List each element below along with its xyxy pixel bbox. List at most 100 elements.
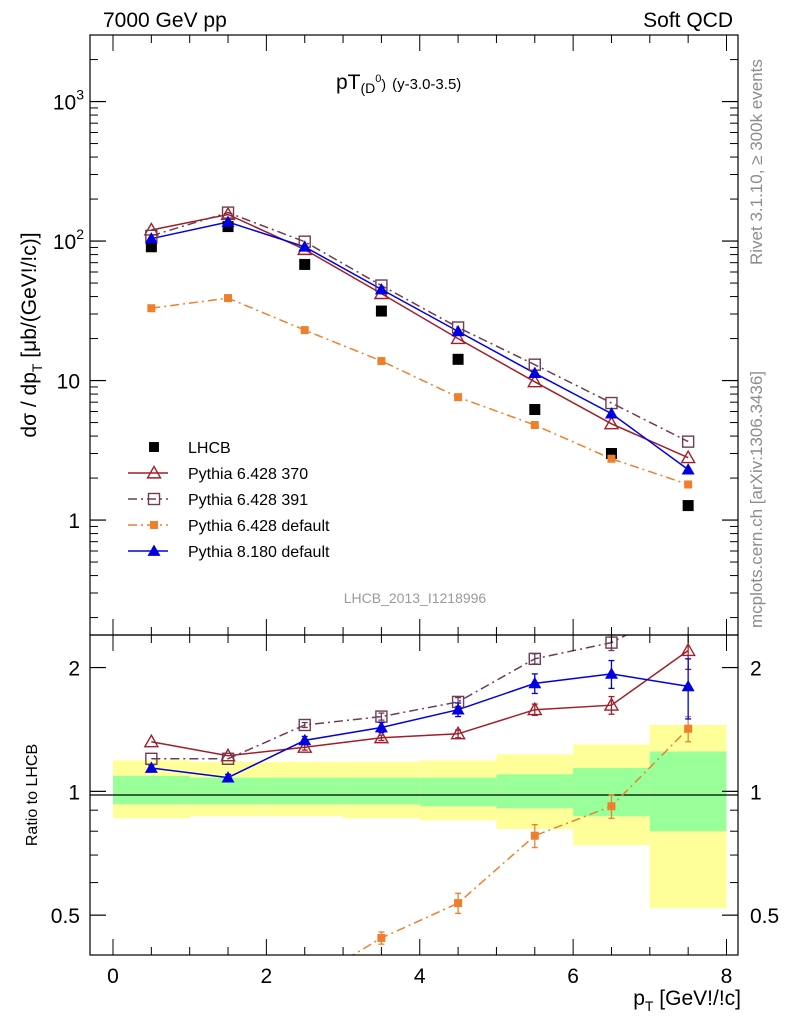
legend-marker-4: [147, 544, 161, 556]
series-4-point-7: [681, 463, 695, 475]
xtick-label-2: 4: [414, 965, 426, 988]
series-1-point-4: [450, 330, 466, 345]
series-3-point-2: [300, 326, 309, 335]
series-0-point-0: [145, 241, 157, 253]
legend-marker-1: [146, 465, 162, 479]
ratio-0-point-4: [450, 725, 466, 740]
series-3-point-5: [530, 421, 539, 430]
series-0-point-3: [375, 305, 387, 317]
ratio-0-point-7: [680, 642, 696, 657]
ratio-xlabel: pT [GeV!/!c]: [633, 987, 741, 1014]
ratio-plot-panel: 0.5 0.5 1 1 2 2 0 2 4 6 8 Ratio to LHCB pT [GeV!/!…: [24, 634, 779, 1014]
ratio-plot-frame: [89, 634, 739, 956]
series-4-point-3: [374, 282, 388, 295]
ratio-3-point-3: [374, 720, 388, 733]
plot-title: pT(D0) (y-3.0-3.5): [336, 71, 461, 96]
ratio-2-point-7: [684, 724, 693, 733]
series-3-point-1: [224, 294, 233, 303]
main-ytick-label-2: 102: [53, 226, 84, 254]
series-3-point-6: [607, 454, 616, 463]
legend-marker-2: [147, 492, 161, 506]
analysis-watermark: LHCB_2013_I1218996: [344, 590, 487, 606]
series-1-point-7: [680, 449, 696, 464]
series-0-point-4: [452, 353, 464, 365]
legend-marker-3: [150, 521, 158, 529]
ratio-line-3: [151, 673, 689, 779]
series-line-1: [151, 213, 689, 459]
ratio-ytick-label-right-2: 2: [750, 658, 762, 681]
ratio-2-point-2: [301, 980, 309, 988]
ratio-axes: 0.5 0.5 1 1 2 2 0 2 4 6 8: [51, 635, 779, 988]
series-0-point-7: [682, 500, 694, 512]
ratio-3-point-1: [221, 771, 235, 783]
ratio-3-point-7: [681, 679, 695, 692]
plot-title-sup: 0: [375, 73, 381, 85]
xtick-label-3: 6: [567, 965, 579, 988]
series-0-point-6: [605, 448, 617, 460]
legend-label-0: LHCB: [188, 440, 231, 457]
main-ylabel-sub: T: [29, 363, 45, 372]
ratio-line-0: [151, 649, 689, 757]
ratio-ytick-label-right-1: 1: [750, 781, 762, 804]
ratio-uncertainty-bands: [113, 724, 727, 909]
main-ytick-label-1: 10: [57, 371, 80, 394]
plot-title-main: pT: [336, 71, 361, 94]
ratio-1-point-1: [221, 752, 235, 765]
ratio-3-point-4: [451, 703, 465, 715]
ratio-2-point-6: [607, 802, 616, 811]
ratio-ytick-label-left-0: 0.5: [51, 905, 80, 928]
ratio-0-point-3: [373, 729, 390, 744]
ratio-line-2: [351, 728, 689, 955]
series-line-2: [151, 211, 689, 443]
header-left: 7000 GeV pp: [103, 9, 227, 32]
mcplots-label: mcplots.cern.ch [arXiv:1306.3436]: [747, 371, 766, 628]
series-4-point-2: [298, 240, 312, 252]
ratio-ylabel: Ratio to LHCB: [24, 744, 41, 846]
band-green-7: [649, 751, 727, 832]
legend-label-3: Pythia 6.428 default: [188, 518, 330, 535]
ratio-ytick-label-right-0: 0.5: [750, 905, 779, 928]
band-green-0: [113, 775, 190, 805]
series-0-point-2: [299, 258, 311, 270]
band-green-3: [343, 777, 420, 805]
series-2-point-7: [681, 435, 695, 448]
main-ylabel-post: [μb/(GeV!/!c)]: [18, 232, 41, 363]
main-ylabel-pre: dσ / dp: [18, 372, 41, 438]
series-4-point-1: [221, 215, 235, 227]
main-ytick-label-0: 1: [68, 510, 80, 533]
main-plot-panel: 1 10 102 103 pT(D0) (y-3.0-3.5) dσ / dpT [μb…: [18, 34, 739, 636]
main-data-marks: [143, 206, 696, 512]
series-1-point-6: [603, 415, 620, 430]
ratio-3-point-5: [528, 676, 542, 689]
ratio-0-point-2: [297, 739, 313, 753]
ratio-xlabel-sub: T: [645, 998, 654, 1014]
legend-label-1: Pythia 6.428 370: [188, 466, 308, 483]
ratio-data-marks: [143, 635, 696, 988]
plot-title-range: (y-3.0-3.5): [392, 76, 461, 93]
series-1-point-5: [527, 373, 543, 388]
legend-label-4: Pythia 8.180 default: [188, 544, 330, 561]
ratio-3-point-2: [298, 733, 312, 746]
legend-marker-0: [149, 442, 159, 452]
xtick-label-4: 8: [721, 965, 733, 988]
ratio-0-point-5: [527, 701, 543, 716]
series-line-4: [151, 221, 689, 471]
ratio-ytick-label-left-1: 1: [68, 781, 80, 804]
series-3-point-7: [684, 480, 693, 489]
series-3-point-3: [377, 357, 386, 366]
xtick-label-1: 2: [261, 965, 273, 988]
series-4-point-4: [451, 324, 465, 337]
ratio-3-point-0: [144, 761, 158, 773]
ratio-xlabel-post: [GeV!/!c]: [653, 987, 741, 1010]
plot-title-sub: (D: [361, 80, 376, 96]
main-axes: 1 10 102 103: [53, 34, 738, 635]
plot-title-close: ): [381, 76, 386, 92]
ratio-3-point-6: [604, 667, 618, 679]
rivet-label: Rivet 3.1.10, ≥ 300k events: [747, 59, 766, 265]
ratio-2-point-5: [530, 831, 539, 840]
series-3-point-0: [147, 304, 156, 313]
series-4-point-5: [528, 366, 542, 379]
series-4-point-6: [604, 407, 618, 419]
ratio-line-1: [151, 635, 628, 760]
